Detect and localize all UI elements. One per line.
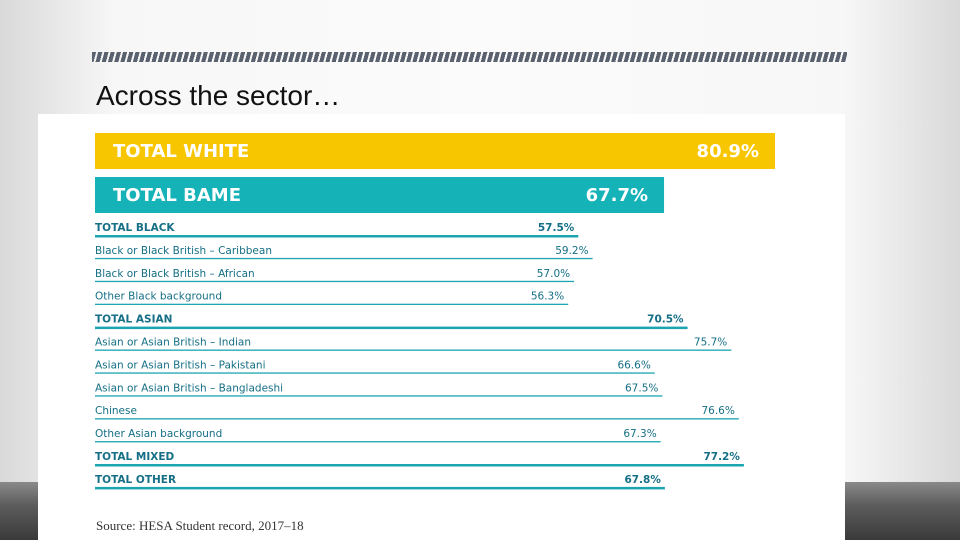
asian-or-asian-british-pakistani-label: Asian or Asian British – Pakistani [95, 359, 265, 371]
asian-or-asian-british-indian-value: 75.7% [694, 337, 727, 349]
asian-or-asian-british-bangladeshi-label: Asian or Asian British – Bangladeshi [95, 382, 283, 394]
black-or-black-british-african-label: Black or Black British – African [95, 268, 255, 280]
other-asian-background-line [95, 441, 661, 443]
other-black-background-value: 56.3% [531, 291, 564, 303]
total-black-value: 57.5% [538, 222, 575, 234]
other-asian-background-label: Other Asian background [95, 428, 222, 440]
total-bame-bar [95, 177, 665, 213]
decorative-hatch-bar [92, 52, 847, 62]
total-asian-label: TOTAL ASIAN [95, 314, 172, 326]
total-white-value: 80.9% [697, 141, 759, 162]
total-other-line [95, 486, 665, 490]
chinese-label: Chinese [95, 405, 137, 417]
black-or-black-british-caribbean-value: 59.2% [555, 245, 588, 257]
total-asian-line [95, 326, 688, 330]
total-bame-value: 67.7% [586, 185, 648, 206]
attainment-chart: TOTAL WHITE 80.9% TOTAL BAME 67.7% TOTAL BLA… [95, 133, 775, 490]
total-black-label: TOTAL BLACK [95, 222, 175, 234]
other-black-background-line [95, 303, 569, 305]
other-black-background-label: Other Black background [95, 291, 222, 303]
black-or-black-british-african-line [95, 280, 575, 283]
asian-or-asian-british-bangladeshi-line [95, 395, 663, 397]
total-other-value: 67.8% [624, 474, 661, 486]
total-white-label: TOTAL WHITE [113, 141, 249, 162]
black-or-black-british-caribbean-line [95, 257, 593, 260]
black-or-black-british-caribbean-label: Black or Black British – Caribbean [95, 245, 272, 257]
asian-or-asian-british-indian-line [95, 349, 732, 351]
chinese-value: 76.6% [701, 405, 734, 417]
black-or-black-british-african-value: 57.0% [537, 268, 570, 280]
asian-or-asian-british-indian-label: Asian or Asian British – Indian [95, 337, 251, 349]
chinese-line [95, 418, 739, 420]
source-note: Source: HESA Student record, 2017–18 [96, 518, 304, 533]
total-mixed-line [95, 464, 744, 467]
total-other-label: TOTAL OTHER [95, 474, 176, 486]
asian-or-asian-british-pakistani-value: 66.6% [617, 359, 650, 371]
asian-or-asian-british-pakistani-line [95, 372, 655, 374]
total-bame-label: TOTAL BAME [113, 185, 241, 206]
total-asian-value: 70.5% [647, 314, 684, 326]
total-mixed-label: TOTAL MIXED [95, 451, 175, 463]
other-asian-background-value: 67.3% [623, 428, 656, 440]
slide-title: Across the sector… [96, 80, 341, 111]
total-black-line [95, 235, 579, 238]
chart-panel: TOTAL WHITE 80.9% TOTAL BAME 67.7% TOTAL BLA… [38, 114, 845, 540]
asian-or-asian-british-bangladeshi-value: 67.5% [625, 382, 658, 394]
total-mixed-value: 77.2% [703, 451, 740, 463]
total-white-bar [95, 133, 775, 169]
